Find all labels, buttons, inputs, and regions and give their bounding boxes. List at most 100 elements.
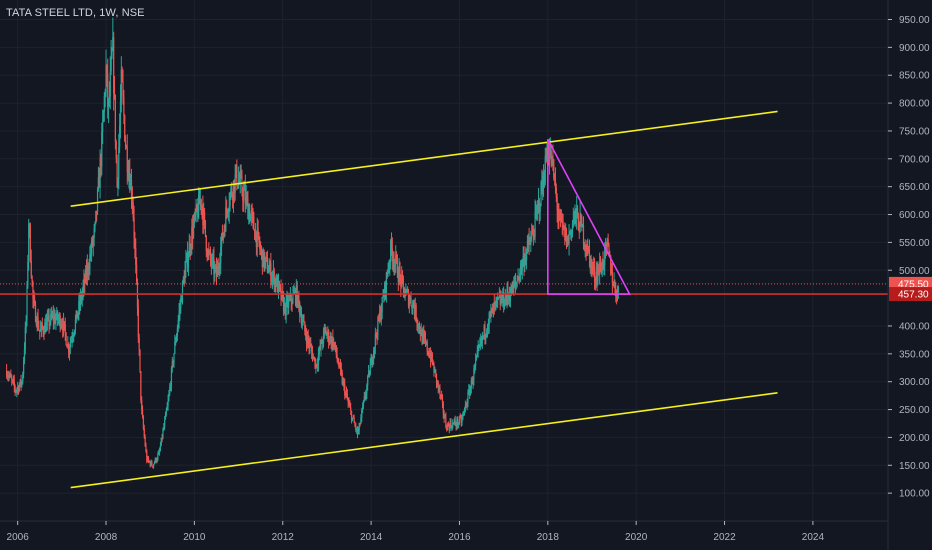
candle-body bbox=[257, 229, 259, 233]
candle-body bbox=[160, 437, 162, 446]
candle-body bbox=[601, 259, 603, 273]
candle-body bbox=[460, 417, 462, 423]
candle-body bbox=[540, 182, 542, 207]
candle-body bbox=[154, 458, 156, 463]
candle-body bbox=[85, 269, 87, 283]
price-tick-label: 200.00 bbox=[899, 433, 930, 444]
candle-body bbox=[373, 346, 376, 351]
candle-body bbox=[90, 253, 92, 255]
candle-body bbox=[96, 189, 99, 213]
candle-body bbox=[151, 461, 153, 466]
candle-body bbox=[288, 298, 291, 300]
candle-body bbox=[274, 278, 276, 287]
candle-body bbox=[242, 192, 244, 201]
candle-body bbox=[356, 428, 359, 434]
candle-body bbox=[446, 423, 449, 431]
candle-body bbox=[192, 227, 194, 237]
candle-body bbox=[542, 175, 545, 186]
candle-body bbox=[30, 261, 32, 277]
candle-body bbox=[367, 376, 369, 386]
candle-body bbox=[140, 371, 142, 400]
candle-body bbox=[520, 263, 522, 274]
candle-body bbox=[285, 300, 287, 316]
candle-body bbox=[445, 417, 447, 428]
candle-body bbox=[68, 348, 71, 353]
candle-body bbox=[282, 296, 285, 312]
candle-body bbox=[507, 289, 509, 297]
candle-body bbox=[164, 419, 166, 427]
candle-body bbox=[413, 306, 416, 315]
candle-body bbox=[484, 326, 486, 338]
candle-body bbox=[253, 216, 255, 231]
candle-body bbox=[469, 389, 471, 395]
candle-body bbox=[147, 457, 150, 461]
candle-body bbox=[316, 364, 319, 366]
channel-lower-line bbox=[70, 392, 778, 489]
candle-body bbox=[10, 374, 12, 378]
candle-body bbox=[383, 296, 385, 298]
candle-body bbox=[327, 330, 329, 335]
candle-body bbox=[508, 296, 511, 301]
candle-body bbox=[261, 249, 263, 268]
candle-body bbox=[508, 296, 510, 298]
time-tick-label: 2012 bbox=[272, 532, 295, 543]
candle-body bbox=[378, 317, 380, 320]
candle-body bbox=[198, 194, 200, 218]
candle-body bbox=[429, 354, 431, 357]
candle-body bbox=[181, 298, 183, 303]
candle-body bbox=[255, 231, 258, 248]
candle-body bbox=[36, 316, 38, 326]
candle-body bbox=[266, 257, 268, 259]
candle-body bbox=[457, 419, 459, 425]
candle-body bbox=[346, 393, 348, 400]
candle-body bbox=[21, 381, 23, 385]
candle-body bbox=[422, 333, 424, 344]
candle-body bbox=[19, 379, 21, 386]
candle-body bbox=[613, 282, 615, 287]
candle-body bbox=[275, 278, 277, 286]
candle-body bbox=[241, 176, 243, 193]
candle-body bbox=[302, 320, 304, 323]
candle-body bbox=[159, 445, 162, 451]
candle-body bbox=[101, 131, 103, 167]
candle-body bbox=[231, 187, 233, 195]
price-tick-label: 100.00 bbox=[899, 489, 930, 500]
candle-body bbox=[149, 461, 151, 466]
candle-body bbox=[180, 298, 182, 308]
candle-body bbox=[573, 212, 575, 220]
candle-body bbox=[137, 307, 139, 338]
candle-body bbox=[393, 259, 395, 267]
candle-body bbox=[215, 266, 218, 277]
candle-body bbox=[351, 417, 354, 421]
candle-body bbox=[466, 403, 468, 407]
candle-body bbox=[441, 398, 444, 403]
candle-body bbox=[329, 336, 331, 342]
candle-body bbox=[513, 283, 515, 287]
candle-body bbox=[352, 417, 354, 419]
candle-body bbox=[175, 341, 177, 343]
candle-body bbox=[523, 255, 525, 268]
candle-body bbox=[207, 251, 209, 258]
candle-body bbox=[514, 282, 516, 287]
candle-body bbox=[321, 340, 323, 344]
price-tick-label: 300.00 bbox=[899, 377, 930, 388]
candle-body bbox=[153, 464, 155, 467]
candle-body bbox=[384, 282, 387, 294]
candle-body bbox=[60, 324, 62, 328]
candle-body bbox=[610, 255, 612, 274]
candle-body bbox=[463, 408, 466, 412]
candle-body bbox=[541, 182, 543, 191]
candle-body bbox=[232, 194, 234, 200]
candle-body bbox=[531, 233, 533, 239]
candle-body bbox=[426, 341, 428, 352]
candle-body bbox=[157, 454, 159, 460]
candle-body bbox=[289, 294, 291, 299]
candle-body bbox=[139, 349, 141, 372]
candle-body bbox=[456, 419, 458, 426]
candle-body bbox=[418, 324, 420, 327]
candle-body bbox=[545, 155, 547, 162]
candle-body bbox=[339, 363, 342, 369]
candle-body bbox=[216, 266, 218, 277]
candle-body bbox=[412, 301, 415, 307]
